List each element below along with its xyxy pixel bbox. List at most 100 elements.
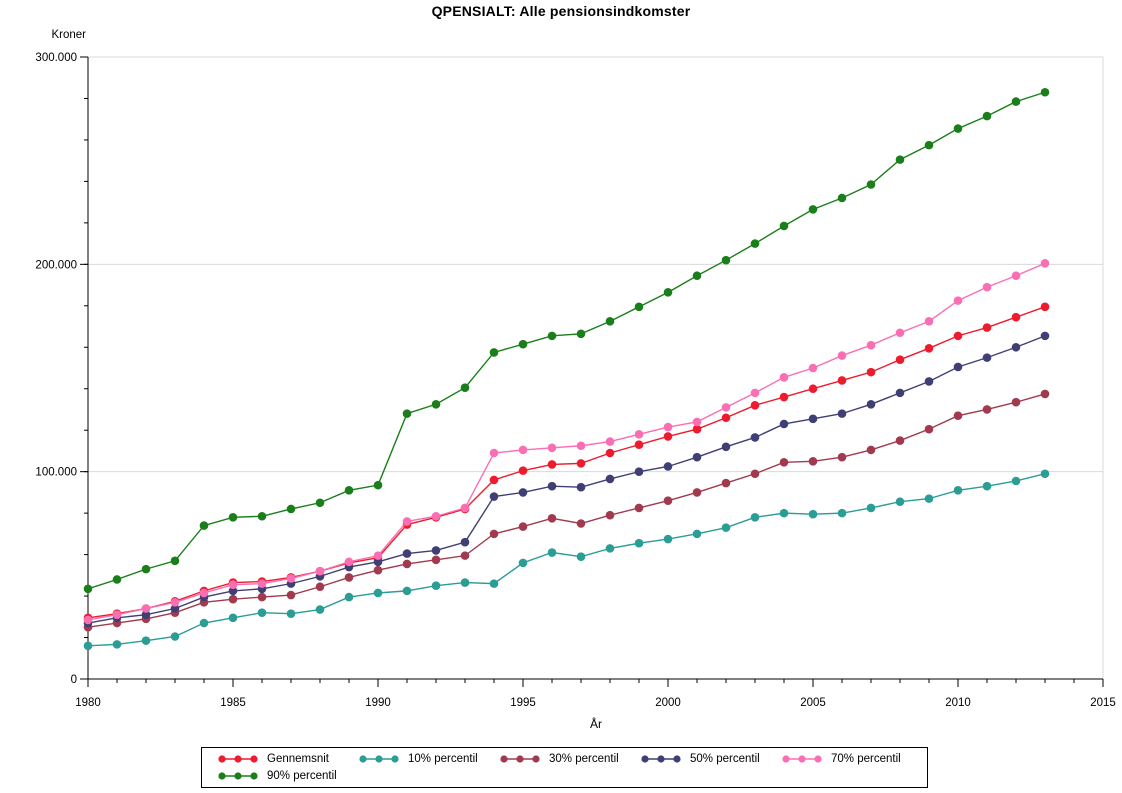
data-point <box>721 403 731 412</box>
data-point <box>982 405 992 414</box>
data-point <box>576 459 586 468</box>
data-point <box>228 594 238 604</box>
data-point <box>634 440 644 450</box>
legend-entry-50-percentil: 50% percentil <box>639 751 780 767</box>
data-point <box>953 362 963 372</box>
data-point <box>837 376 847 385</box>
data-point <box>460 503 470 513</box>
data-point <box>373 551 383 560</box>
data-point <box>634 503 644 513</box>
y-tick-label: 100.000 <box>35 467 77 479</box>
data-point <box>344 592 354 602</box>
data-point <box>866 180 876 189</box>
legend-marker-dot <box>782 755 790 763</box>
chart-title: QPENSIALT: Alle pensionsindkomster <box>431 3 691 19</box>
data-point <box>779 373 789 382</box>
data-point <box>431 546 441 555</box>
data-point <box>1011 342 1021 352</box>
data-point <box>837 409 847 418</box>
series-line-30-percentil <box>87 393 1046 628</box>
series-70-percentil <box>83 258 1050 625</box>
legend-marker-icon <box>218 755 258 763</box>
legend-marker-dot <box>359 755 367 763</box>
legend-marker-icon <box>782 755 822 763</box>
data-point <box>286 590 296 600</box>
y-axis-title: Kroner <box>51 29 86 41</box>
legend-label: 10% percentil <box>408 753 478 765</box>
data-point <box>431 511 441 521</box>
data-point <box>982 111 992 121</box>
data-point <box>489 448 499 458</box>
data-point <box>257 579 267 588</box>
data-point <box>1040 302 1050 312</box>
legend-marker-dot <box>218 772 226 780</box>
data-point <box>576 441 586 451</box>
y-tick-label: 300.000 <box>35 52 77 64</box>
data-point <box>692 488 702 497</box>
data-point <box>837 508 847 518</box>
data-point <box>112 610 122 620</box>
data-point <box>692 452 702 462</box>
data-point <box>663 422 673 432</box>
x-tick-label: 1980 <box>75 697 101 709</box>
data-point <box>1011 397 1021 407</box>
data-point <box>402 517 412 526</box>
legend-marker-icon <box>641 755 681 763</box>
data-point <box>866 503 876 513</box>
data-point <box>286 504 296 514</box>
data-point <box>402 409 412 418</box>
data-point <box>1040 389 1050 399</box>
legend-entry-70-percentil: 70% percentil <box>780 751 921 767</box>
x-tick-label: 2005 <box>800 697 826 709</box>
data-point <box>953 411 963 420</box>
x-tick-label: 2010 <box>945 697 971 709</box>
legend-marker-dot <box>814 755 822 763</box>
x-tick-label: 1985 <box>220 697 246 709</box>
data-point <box>460 551 470 560</box>
data-point <box>83 615 93 625</box>
data-point <box>373 588 383 598</box>
data-point <box>924 424 934 434</box>
data-point <box>721 413 731 423</box>
data-point <box>576 482 586 492</box>
x-tick-label: 2015 <box>1090 697 1116 709</box>
x-tick-label: 2000 <box>655 697 681 709</box>
data-point <box>1040 258 1050 268</box>
plot-area: Kroner År 0 100.000 200.000 300.000 1980 1985… <box>35 29 1116 731</box>
legend-marker-dot <box>234 755 242 763</box>
x-axis-title: År <box>590 716 602 731</box>
data-point <box>344 486 354 495</box>
data-point <box>460 578 470 587</box>
data-point <box>489 475 499 485</box>
data-point <box>257 608 267 617</box>
data-point <box>750 512 760 522</box>
series-line-gennemsnit <box>87 306 1046 619</box>
data-point <box>431 399 441 409</box>
data-point <box>866 445 876 455</box>
data-point <box>315 605 325 614</box>
data-point <box>228 512 238 522</box>
data-point <box>141 564 151 574</box>
data-point <box>721 442 731 452</box>
data-point <box>547 443 557 453</box>
data-point <box>112 640 122 649</box>
data-point <box>953 331 963 341</box>
data-point <box>692 424 702 434</box>
legend-marker-dot <box>250 772 258 780</box>
data-point <box>924 494 934 503</box>
data-point <box>373 480 383 490</box>
data-point <box>982 353 992 362</box>
data-point <box>895 497 905 507</box>
data-point <box>344 557 354 567</box>
data-point <box>1040 469 1050 479</box>
data-point <box>199 521 209 530</box>
data-point <box>692 529 702 539</box>
data-point <box>518 522 528 531</box>
data-point <box>663 432 673 441</box>
data-point <box>83 641 93 651</box>
data-point <box>953 296 963 305</box>
data-point <box>750 239 760 248</box>
data-point <box>866 367 876 377</box>
data-point <box>895 436 905 445</box>
legend-label: 30% percentil <box>549 753 619 765</box>
